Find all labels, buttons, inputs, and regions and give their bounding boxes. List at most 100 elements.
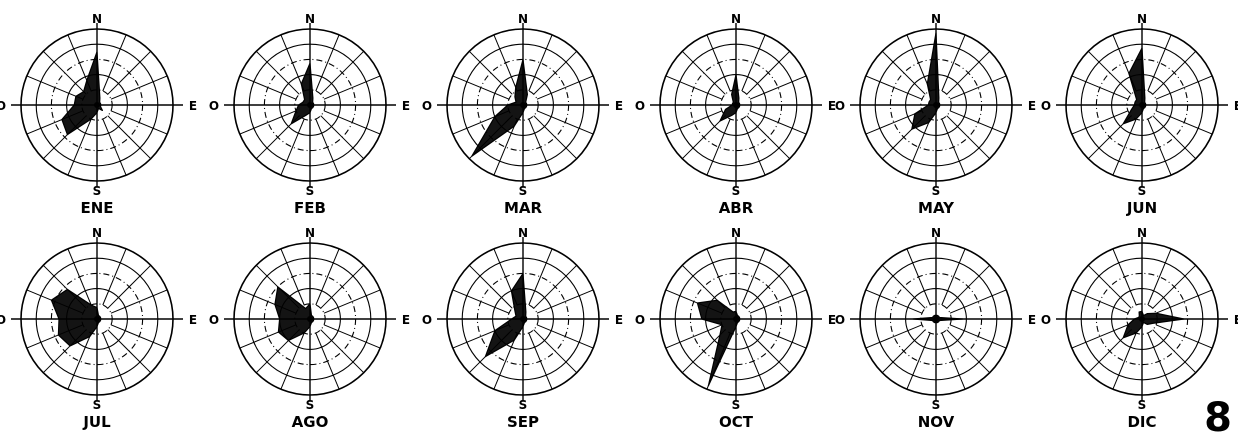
hub: [933, 316, 939, 322]
spoke-wsw: [865, 324, 923, 349]
spoke-ene: [749, 289, 807, 314]
east-label: E: [615, 99, 623, 113]
west-label: O: [0, 99, 6, 113]
spoke-ese: [949, 324, 1007, 349]
south-label: S: [306, 184, 315, 198]
spoke-ne: [946, 50, 991, 95]
spoke-nnw: [706, 34, 731, 92]
south-label: S: [1138, 184, 1147, 198]
spoke-ese: [749, 324, 807, 349]
spoke-wnw: [452, 75, 510, 100]
month-label-dic: DIC: [1127, 413, 1156, 431]
spoke-ene: [949, 75, 1007, 100]
hub: [733, 316, 739, 322]
spoke-ene: [1155, 289, 1213, 314]
spoke-ne: [320, 264, 365, 309]
wind-rose-mar: N S E O MAR: [422, 12, 623, 217]
spoke-ese: [110, 110, 168, 135]
frequency-polygon-jul: [50, 288, 102, 347]
wind-rose-may: N S E O MAY: [835, 12, 1036, 217]
west-label: O: [635, 313, 645, 327]
spoke-sse: [102, 118, 127, 176]
spoke-ssw: [706, 118, 731, 176]
month-label-may: MAY: [918, 199, 955, 217]
month-label-jul: JUL: [82, 413, 111, 431]
spoke-nnw: [906, 248, 931, 306]
south-label: S: [93, 184, 102, 198]
frequency-polygon-ago: [274, 286, 315, 342]
west-label: O: [422, 313, 432, 327]
east-label: E: [402, 313, 410, 327]
east-label: E: [615, 313, 623, 327]
hub: [94, 102, 100, 108]
west-label: O: [1041, 313, 1051, 327]
north-label: N: [731, 12, 741, 26]
spoke-ssw: [493, 118, 518, 176]
spoke-nne: [528, 34, 553, 92]
hub: [1139, 316, 1145, 322]
spoke-ne: [1152, 50, 1197, 95]
spoke-se: [320, 329, 365, 374]
wind-rose-jul: N S E O JUL: [0, 226, 197, 431]
spoke-ssw: [1112, 332, 1137, 390]
west-label: O: [635, 99, 645, 113]
north-label: N: [92, 12, 102, 26]
spoke-wsw: [865, 110, 923, 135]
month-label-jun: JUN: [1126, 199, 1157, 217]
spoke-wsw: [239, 110, 297, 135]
spoke-nne: [102, 34, 127, 92]
spoke-nnw: [493, 34, 518, 92]
spoke-se: [1152, 115, 1197, 160]
spoke-nne: [102, 248, 127, 306]
wind-rose-oct: N S E O OCT: [635, 226, 836, 431]
spoke-se: [320, 115, 365, 160]
spoke-ene: [323, 75, 381, 100]
spoke-nne: [315, 34, 340, 92]
month-label-feb: FEB: [294, 199, 326, 217]
spoke-sse: [941, 332, 966, 390]
west-label: O: [209, 313, 219, 327]
south-label: S: [732, 398, 741, 412]
spoke-sse: [741, 118, 766, 176]
hub: [733, 102, 739, 108]
south-label: S: [519, 398, 528, 412]
east-label: E: [402, 99, 410, 113]
spoke-wnw: [665, 75, 723, 100]
month-label-sep: SEP: [507, 413, 539, 431]
spoke-ssw: [1112, 118, 1137, 176]
north-label: N: [518, 12, 528, 26]
spoke-nw: [1087, 264, 1132, 309]
spoke-ene: [323, 289, 381, 314]
spoke-nw: [255, 50, 300, 95]
frequency-polygon-abr: [719, 73, 741, 122]
frequency-polygon-oct: [696, 299, 741, 387]
spoke-nw: [681, 50, 726, 95]
spoke-ne: [746, 50, 791, 95]
spoke-ese: [536, 324, 594, 349]
month-label-nov: NOV: [918, 413, 955, 431]
spoke-ssw: [906, 332, 931, 390]
north-label: N: [931, 12, 941, 26]
spoke-ne: [746, 264, 791, 309]
spoke-ese: [749, 110, 807, 135]
wind-rose-feb: N S E O FEB: [209, 12, 410, 217]
spoke-wnw: [26, 75, 84, 100]
wind-rose-jun: N S E O JUN: [1041, 12, 1238, 217]
wind-rose-ene: N S E O ENE: [0, 12, 197, 217]
south-label: S: [93, 398, 102, 412]
spoke-nne: [1147, 34, 1172, 92]
spoke-ese: [1155, 324, 1213, 349]
spoke-ene: [749, 75, 807, 100]
frequency-polygon-ene: [61, 51, 104, 136]
spoke-wnw: [865, 289, 923, 314]
spoke-ese: [323, 324, 381, 349]
spoke-ene: [110, 75, 168, 100]
spoke-ene: [949, 289, 1007, 314]
spoke-sw: [681, 115, 726, 160]
spoke-sse: [741, 332, 766, 390]
frequency-polygon-jun: [1122, 47, 1147, 125]
north-label: N: [305, 226, 315, 240]
east-label: E: [189, 99, 197, 113]
hub: [520, 102, 526, 108]
